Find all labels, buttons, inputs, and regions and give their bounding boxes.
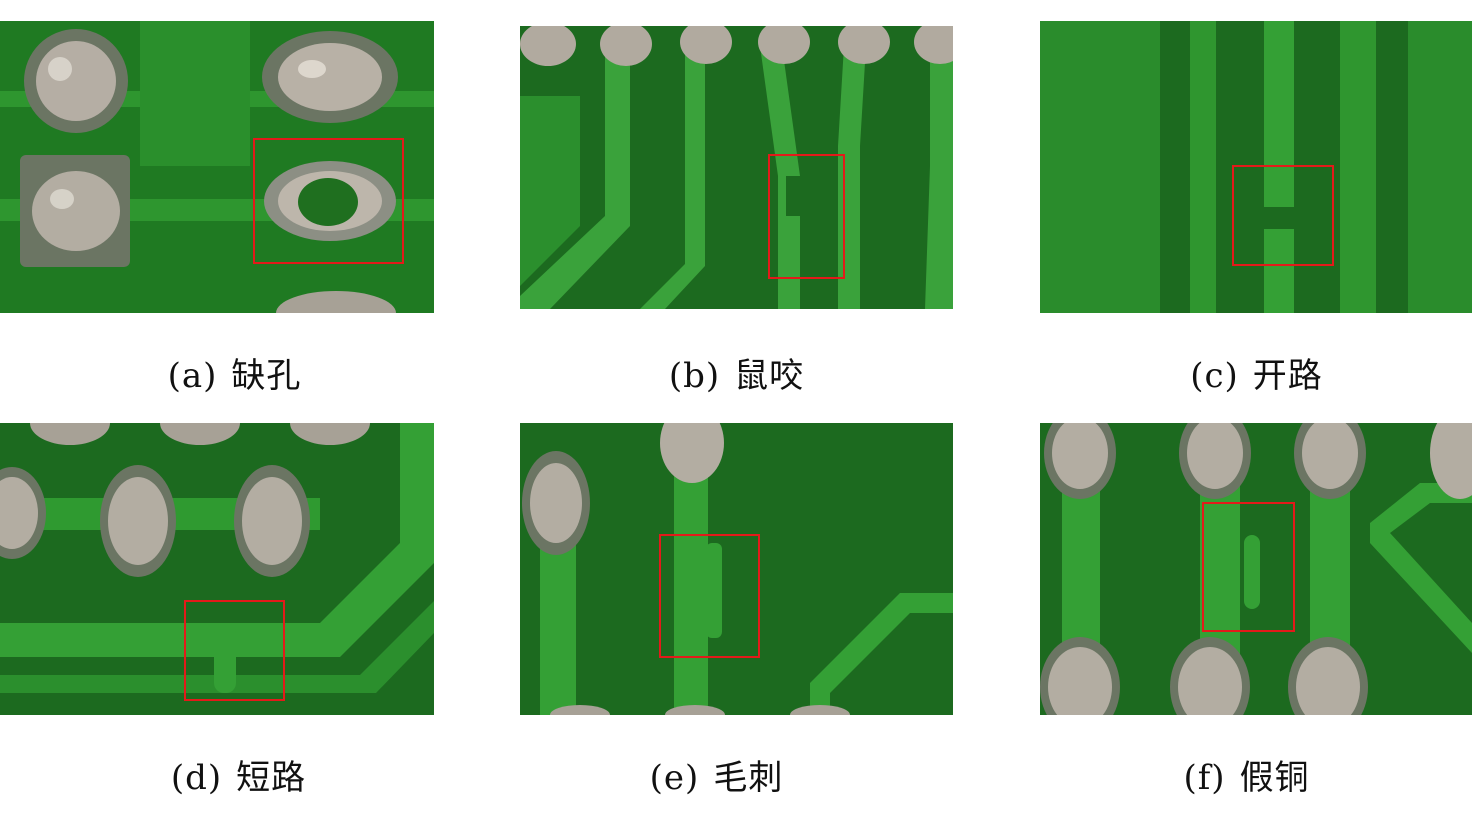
defect-highlight-box (768, 154, 845, 279)
caption-tag: (f) (1183, 758, 1226, 798)
caption-f: (f) 假铜 (1030, 750, 1463, 799)
pcb-photo-a (0, 21, 434, 313)
defect-highlight-box (253, 138, 404, 264)
caption-d: (d) 短路 (22, 750, 455, 799)
caption-label: 开路 (1252, 356, 1323, 396)
defect-highlight-box (659, 534, 760, 658)
panel-a-missing-hole (0, 21, 434, 313)
caption-label: 毛刺 (713, 758, 784, 798)
defect-highlight-box (1202, 502, 1295, 632)
defect-highlight-box (1232, 165, 1334, 266)
panel-f-spurious-copper (1040, 423, 1472, 715)
caption-a: (a) 缺孔 (18, 348, 451, 397)
defect-highlight-box (184, 600, 285, 701)
caption-label: 假铜 (1239, 758, 1310, 798)
caption-c: (c) 开路 (1040, 348, 1472, 397)
pcb-photo-e (520, 423, 953, 715)
panel-c-open-circuit (1040, 21, 1472, 313)
caption-tag: (e) (649, 758, 700, 798)
panel-d-short-circuit (0, 423, 434, 715)
pcb-photo-c (1040, 21, 1472, 313)
caption-tag: (c) (1190, 356, 1239, 396)
caption-label: 鼠咬 (734, 356, 805, 396)
pcb-photo-f (1040, 423, 1472, 715)
panel-b-mouse-bite (520, 26, 953, 309)
caption-e: (e) 毛刺 (500, 750, 933, 799)
panel-e-spur (520, 423, 953, 715)
pcb-photo-b (520, 26, 953, 309)
caption-label: 短路 (236, 758, 307, 798)
pcb-photo-d (0, 423, 434, 715)
caption-tag: (b) (668, 356, 721, 396)
caption-tag: (d) (170, 758, 223, 798)
caption-b: (b) 鼠咬 (520, 348, 953, 397)
caption-tag: (a) (167, 356, 218, 396)
caption-label: 缺孔 (231, 356, 302, 396)
